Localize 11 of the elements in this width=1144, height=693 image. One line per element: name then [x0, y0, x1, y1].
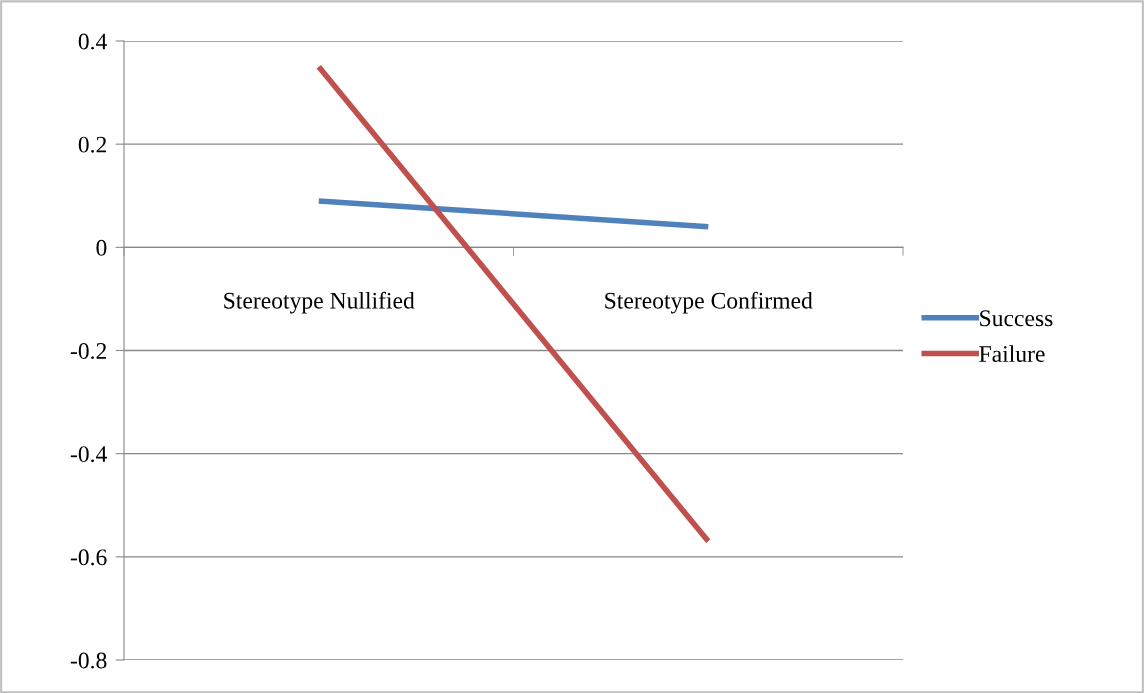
- y-tick-label: 0: [96, 239, 107, 256]
- y-tick-label: 0.4: [78, 33, 107, 50]
- y-tick-label: 0.2: [78, 136, 107, 153]
- x-tick-label: Stereotype Nullified: [224, 291, 415, 314]
- legend-label: Failure: [979, 345, 1045, 362]
- x-tick-label: Stereotype Confirmed: [605, 291, 813, 314]
- y-tick-label: -0.8: [70, 652, 107, 669]
- y-tick-label: -0.6: [70, 549, 107, 566]
- y-tick-label: -0.2: [70, 342, 107, 360]
- legend-label: Success: [980, 310, 1053, 327]
- y-tick-label: -0.4: [70, 446, 107, 463]
